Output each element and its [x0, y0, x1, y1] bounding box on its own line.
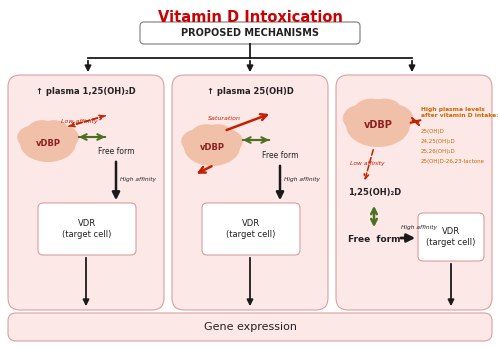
Text: 1,25(OH)₂D: 1,25(OH)₂D: [348, 189, 401, 198]
FancyArrowPatch shape: [199, 166, 211, 173]
FancyArrowPatch shape: [248, 258, 252, 304]
FancyArrowPatch shape: [410, 118, 416, 123]
FancyBboxPatch shape: [8, 75, 164, 310]
Text: High affinity: High affinity: [401, 224, 437, 229]
Text: VDR
(target cell): VDR (target cell): [62, 219, 112, 239]
FancyArrowPatch shape: [79, 134, 103, 140]
Text: Saturation: Saturation: [208, 117, 241, 121]
Ellipse shape: [356, 116, 401, 143]
Text: 25(OH)D: 25(OH)D: [421, 129, 445, 134]
Text: VDR
(target cell): VDR (target cell): [426, 227, 476, 247]
Ellipse shape: [17, 125, 54, 150]
FancyArrowPatch shape: [448, 264, 454, 304]
Text: High affinity: High affinity: [120, 177, 156, 182]
Ellipse shape: [202, 124, 233, 145]
FancyArrowPatch shape: [86, 61, 90, 70]
FancyArrowPatch shape: [84, 258, 88, 304]
Text: VDR
(target cell): VDR (target cell): [226, 219, 276, 239]
Ellipse shape: [354, 98, 389, 123]
Text: PROPOSED MECHANISMS: PROPOSED MECHANISMS: [181, 28, 319, 38]
Text: Free  form: Free form: [348, 235, 401, 244]
FancyBboxPatch shape: [202, 203, 300, 255]
Ellipse shape: [42, 125, 79, 150]
FancyArrowPatch shape: [243, 137, 267, 143]
Ellipse shape: [192, 140, 232, 162]
Ellipse shape: [20, 124, 76, 162]
FancyArrowPatch shape: [410, 61, 414, 70]
Text: ↑ plasma 1,25(OH)₂D: ↑ plasma 1,25(OH)₂D: [36, 87, 136, 95]
Text: Free form: Free form: [98, 147, 134, 156]
FancyArrowPatch shape: [248, 61, 252, 70]
Ellipse shape: [38, 120, 69, 141]
Ellipse shape: [181, 129, 218, 154]
FancyBboxPatch shape: [418, 213, 484, 261]
Text: Free form: Free form: [262, 150, 298, 159]
FancyArrowPatch shape: [68, 115, 104, 126]
FancyBboxPatch shape: [172, 75, 328, 310]
Ellipse shape: [367, 98, 402, 123]
FancyBboxPatch shape: [38, 203, 136, 255]
Text: Vitamin D Intoxication: Vitamin D Intoxication: [158, 10, 342, 25]
FancyArrowPatch shape: [81, 134, 105, 140]
FancyArrowPatch shape: [226, 114, 267, 130]
Text: ↑ plasma 25(OH)D: ↑ plasma 25(OH)D: [206, 87, 294, 95]
Text: High plasma levels
after vitamin D intake:: High plasma levels after vitamin D intak…: [421, 107, 498, 118]
Ellipse shape: [206, 129, 243, 154]
FancyArrowPatch shape: [364, 150, 374, 179]
Text: vDBP: vDBP: [200, 142, 224, 151]
FancyArrowPatch shape: [401, 235, 412, 241]
Ellipse shape: [191, 124, 222, 145]
Text: 24,25(OH)₂D: 24,25(OH)₂D: [421, 139, 456, 144]
Text: Low affinity: Low affinity: [61, 119, 98, 124]
Text: vDBP: vDBP: [36, 139, 60, 148]
Ellipse shape: [346, 103, 410, 147]
FancyBboxPatch shape: [8, 313, 492, 341]
FancyArrowPatch shape: [113, 162, 119, 197]
FancyBboxPatch shape: [140, 22, 360, 44]
Ellipse shape: [184, 128, 240, 166]
FancyArrowPatch shape: [371, 208, 377, 224]
FancyArrowPatch shape: [70, 116, 106, 127]
Ellipse shape: [343, 104, 384, 133]
Text: Low affinity: Low affinity: [350, 160, 384, 166]
FancyArrowPatch shape: [415, 120, 420, 125]
Text: High affinity: High affinity: [284, 177, 320, 182]
Text: vDBP: vDBP: [364, 120, 392, 130]
Ellipse shape: [28, 135, 68, 158]
Text: 25(OH)D-26,23-lactone: 25(OH)D-26,23-lactone: [421, 159, 485, 164]
FancyArrowPatch shape: [245, 137, 269, 143]
Text: Gene expression: Gene expression: [204, 322, 296, 332]
Text: 25,26(OH)₂D: 25,26(OH)₂D: [421, 149, 456, 154]
FancyBboxPatch shape: [336, 75, 492, 310]
FancyArrowPatch shape: [277, 166, 283, 197]
Ellipse shape: [372, 104, 413, 133]
Ellipse shape: [27, 120, 58, 141]
